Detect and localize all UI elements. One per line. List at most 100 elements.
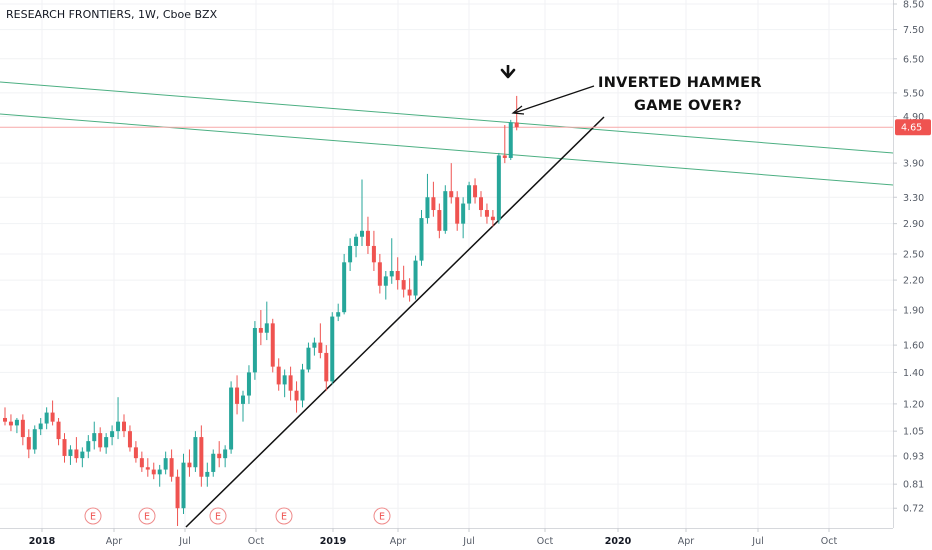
candle[interactable] (502, 125, 507, 164)
candle[interactable] (348, 238, 353, 271)
candle[interactable] (330, 312, 335, 385)
candle[interactable] (276, 358, 281, 391)
candle[interactable] (104, 433, 109, 454)
candle[interactable] (377, 253, 382, 294)
candle[interactable] (258, 310, 263, 346)
channel-upper-line[interactable] (0, 81, 894, 154)
candle[interactable] (38, 417, 43, 436)
candle[interactable] (252, 321, 257, 380)
candle[interactable] (401, 265, 406, 298)
candle[interactable] (241, 390, 245, 422)
candle[interactable] (300, 363, 305, 408)
candle[interactable] (324, 345, 329, 391)
candle[interactable] (431, 181, 436, 217)
candle[interactable] (74, 437, 79, 463)
candle[interactable] (484, 203, 489, 224)
candle[interactable] (282, 369, 287, 398)
y-tick-label: 3.30 (903, 193, 924, 204)
candle[interactable] (371, 230, 376, 271)
candle[interactable] (246, 365, 251, 404)
candle[interactable] (32, 425, 37, 454)
candle[interactable] (318, 323, 323, 359)
candle[interactable] (443, 185, 448, 234)
candle[interactable] (187, 449, 192, 477)
candle[interactable] (20, 414, 25, 446)
candle[interactable] (199, 425, 204, 487)
candle[interactable] (62, 433, 67, 463)
candle[interactable] (496, 152, 501, 224)
candle[interactable] (127, 425, 132, 452)
candle-body (389, 270, 394, 277)
candle[interactable] (413, 255, 418, 300)
candle[interactable] (175, 469, 180, 526)
candle[interactable] (467, 181, 472, 211)
candle[interactable] (235, 375, 240, 415)
candle[interactable] (205, 462, 210, 487)
candle[interactable] (449, 163, 454, 204)
candle[interactable] (139, 451, 144, 472)
candle[interactable] (419, 210, 424, 266)
candle[interactable] (312, 337, 317, 356)
earnings-marker[interactable]: E (373, 507, 391, 525)
candle[interactable] (395, 257, 400, 290)
candle[interactable] (461, 197, 466, 239)
candle[interactable] (14, 417, 19, 434)
candle[interactable] (3, 407, 7, 426)
candle-body (181, 462, 186, 509)
price-axis-bg[interactable] (893, 0, 932, 550)
candle[interactable] (360, 179, 364, 246)
earnings-marker[interactable]: E (209, 507, 227, 525)
candle[interactable] (365, 216, 370, 254)
earnings-marker[interactable]: E (275, 507, 293, 525)
candle[interactable] (133, 441, 138, 463)
candle[interactable] (270, 318, 275, 373)
candle[interactable] (110, 425, 115, 446)
candle[interactable] (86, 435, 91, 459)
candle[interactable] (342, 253, 347, 315)
candle[interactable] (211, 449, 216, 477)
candle[interactable] (223, 445, 228, 468)
candle[interactable] (473, 178, 478, 204)
candle[interactable] (354, 233, 359, 258)
candle[interactable] (122, 414, 126, 438)
candle[interactable] (288, 366, 293, 401)
candle[interactable] (383, 270, 388, 300)
candle[interactable] (181, 453, 186, 514)
candle[interactable] (44, 407, 49, 430)
candle[interactable] (151, 462, 156, 480)
candle[interactable] (56, 417, 61, 446)
channel-lower-line[interactable] (0, 113, 894, 186)
candle[interactable] (479, 191, 483, 217)
earnings-marker[interactable]: E (84, 507, 102, 525)
earnings-marker[interactable]: E (138, 507, 156, 525)
candle[interactable] (217, 441, 222, 468)
candle[interactable] (92, 421, 97, 450)
candle[interactable] (389, 238, 394, 284)
candle[interactable] (116, 397, 121, 440)
candle[interactable] (455, 191, 460, 231)
candle[interactable] (145, 458, 150, 477)
candle[interactable] (306, 342, 311, 373)
candle[interactable] (163, 451, 168, 475)
candle[interactable] (336, 303, 341, 322)
candle[interactable] (50, 400, 55, 426)
candle[interactable] (407, 278, 412, 302)
support-trend-line[interactable] (185, 116, 605, 528)
candle[interactable] (437, 203, 442, 239)
candle[interactable] (508, 119, 513, 161)
candle[interactable] (157, 464, 162, 487)
candle[interactable] (169, 449, 174, 482)
candle[interactable] (26, 429, 31, 459)
price-axis: 8.50 7.50 6.50 5.50 4.90 3.90 3.30 2.90 2.50 2.20… (893, 0, 932, 550)
candle[interactable] (264, 301, 269, 341)
candle[interactable] (8, 414, 13, 432)
candle[interactable] (98, 427, 103, 452)
candle[interactable] (68, 445, 73, 465)
candle[interactable] (193, 431, 198, 472)
candle[interactable] (229, 381, 234, 454)
candle[interactable] (425, 173, 430, 224)
candle[interactable] (80, 447, 85, 468)
candle[interactable] (490, 210, 495, 227)
candle[interactable] (294, 381, 299, 413)
